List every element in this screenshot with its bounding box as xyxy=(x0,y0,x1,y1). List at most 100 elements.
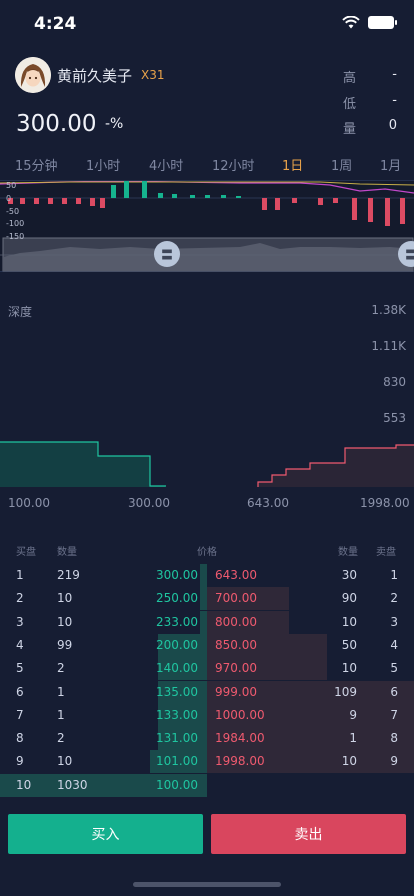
bid-index: 2 xyxy=(16,591,24,606)
tab-15m[interactable]: 15分钟 xyxy=(15,159,58,174)
bid-qty: 10 xyxy=(57,614,73,629)
home-indicator[interactable] xyxy=(133,882,281,887)
bid-qty: 10 xyxy=(57,591,73,606)
bid-qty: 2 xyxy=(57,661,65,676)
ask-index: 7 xyxy=(390,707,398,722)
ask-index: 2 xyxy=(390,591,398,606)
ask-qty: 50 xyxy=(341,637,357,652)
bid-qty: 99 xyxy=(57,637,73,652)
drag-handle-icon: 〓 xyxy=(404,247,414,262)
bid-price: 135.00 xyxy=(156,684,198,699)
ask-qty: 30 xyxy=(341,568,357,582)
table-row[interactable]: 5 2 140.00 970.00 10 5 xyxy=(0,657,414,681)
indicator-chart: 50 0 -50 -100 -150 〓 〓 xyxy=(0,180,414,272)
depth-y-label: 830 xyxy=(383,375,406,389)
navigator-handle-right[interactable]: 〓 xyxy=(398,241,414,267)
sell-button[interactable]: 卖出 xyxy=(211,814,406,854)
tab-12h[interactable]: 12小时 xyxy=(212,159,255,174)
bid-price: 300.00 xyxy=(156,568,198,582)
ask-qty: 10 xyxy=(341,661,357,676)
volume-label: 量 xyxy=(343,122,357,137)
asset-name: 黄前久美子 xyxy=(57,67,133,85)
bid-price: 100.00 xyxy=(156,777,198,792)
table-row[interactable]: 7 1 133.00 1000.00 9 7 xyxy=(0,703,414,727)
navigator-handle-left[interactable]: 〓 xyxy=(154,241,180,267)
depth-x-label: 1998.00 xyxy=(360,496,410,510)
tab-1m[interactable]: 1月 xyxy=(380,159,402,174)
depth-chart xyxy=(0,441,414,487)
bid-qty: 219 xyxy=(57,568,80,582)
bid-qty: 10 xyxy=(57,754,73,769)
table-row[interactable]: 9 10 101.00 1998.00 10 9 xyxy=(0,750,414,774)
depth-x-label: 643.00 xyxy=(247,496,289,510)
axis-label-neg150: -150 xyxy=(6,232,25,241)
table-row[interactable]: 8 2 131.00 1984.00 1 8 xyxy=(0,727,414,751)
bid-index: 6 xyxy=(16,684,24,699)
bid-index: 8 xyxy=(16,731,24,746)
ask-index: 4 xyxy=(390,637,398,652)
tab-4h[interactable]: 4小时 xyxy=(149,159,184,174)
table-row[interactable]: 4 99 200.00 850.00 50 4 xyxy=(0,633,414,657)
bid-price: 140.00 xyxy=(156,661,198,676)
ask-price: 700.00 xyxy=(215,591,257,606)
tab-1d[interactable]: 1日 xyxy=(282,159,304,174)
bid-index: 10 xyxy=(16,777,32,792)
ask-index: 6 xyxy=(390,684,398,699)
depth-y-label: 553 xyxy=(383,411,406,425)
table-row[interactable]: 10 1030 100.00 xyxy=(0,773,414,797)
ask-price: 970.00 xyxy=(215,661,257,676)
ask-index: 8 xyxy=(390,731,398,746)
table-row[interactable]: 6 1 135.00 999.00 109 6 xyxy=(0,680,414,704)
bid-price: 131.00 xyxy=(156,731,198,746)
bid-index: 3 xyxy=(16,614,24,629)
table-row[interactable]: 2 10 250.00 700.00 90 2 xyxy=(0,587,414,611)
bid-index-header: 买盘 xyxy=(16,547,36,558)
wifi-icon xyxy=(342,16,360,29)
bid-price: 250.00 xyxy=(156,591,198,606)
depth-x-label: 300.00 xyxy=(128,496,170,510)
drag-handle-icon: 〓 xyxy=(160,247,173,262)
ask-qty: 10 xyxy=(341,754,357,769)
ask-qty: 109 xyxy=(334,684,357,699)
depth-y-label: 1.38K xyxy=(371,303,406,317)
ask-price: 999.00 xyxy=(215,684,257,699)
avatar xyxy=(15,57,51,93)
table-row[interactable]: 3 10 233.00 800.00 10 3 xyxy=(0,610,414,634)
bid-index: 1 xyxy=(16,568,24,582)
bid-qty: 1 xyxy=(57,684,65,699)
interval-tabs: 15分钟 1小时 4小时 12小时 1日 1周 1月 xyxy=(0,155,414,174)
low-label: 低 xyxy=(343,97,357,112)
ask-qty: 9 xyxy=(349,707,357,722)
ask-index: 9 xyxy=(390,754,398,769)
bid-price: 233.00 xyxy=(156,614,198,629)
bid-qty: 1 xyxy=(57,707,65,722)
order-book: 1 219 300.00 643.00 30 1 2 10 250.00 700… xyxy=(0,564,414,799)
bid-price: 200.00 xyxy=(156,637,198,652)
ask-qty: 90 xyxy=(341,591,357,606)
ask-price: 1998.00 xyxy=(215,754,265,769)
buy-button[interactable]: 买入 xyxy=(8,814,203,854)
current-price: 300.00 xyxy=(16,111,97,137)
low-value: - xyxy=(392,93,397,108)
status-icons xyxy=(342,16,397,29)
table-row[interactable]: 1 219 300.00 643.00 30 1 xyxy=(0,564,414,587)
depth-title: 深度 xyxy=(8,305,33,319)
bid-index: 9 xyxy=(16,754,24,769)
bid-index: 4 xyxy=(16,637,24,652)
ask-index: 1 xyxy=(390,568,398,582)
multiplier-badge: X31 xyxy=(141,68,165,82)
ask-index: 3 xyxy=(390,614,398,629)
ask-qty-header: 数量 xyxy=(338,547,358,558)
ask-index-header: 卖盘 xyxy=(376,547,396,558)
price-header: 价格 xyxy=(197,547,217,558)
axis-label-neg100: -100 xyxy=(6,219,25,228)
bid-qty: 2 xyxy=(57,731,65,746)
tab-1h[interactable]: 1小时 xyxy=(86,159,121,174)
battery-icon xyxy=(368,16,397,29)
ask-price: 643.00 xyxy=(215,568,257,582)
price-change: -% xyxy=(105,116,124,132)
high-value: - xyxy=(392,67,397,82)
tab-1w[interactable]: 1周 xyxy=(331,159,353,174)
depth-x-label: 100.00 xyxy=(8,496,50,510)
bid-index: 7 xyxy=(16,707,24,722)
